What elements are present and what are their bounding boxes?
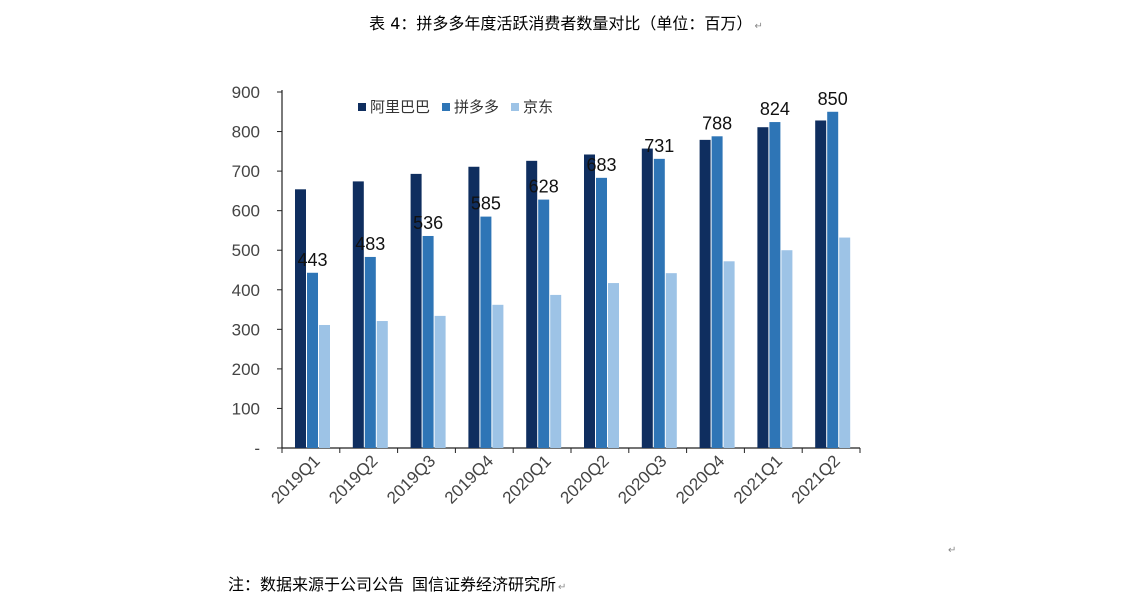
data-label: 443 — [297, 250, 327, 270]
chart-bars — [295, 111, 851, 449]
bar — [781, 250, 793, 448]
source-institution: 国信证券经济研究所 — [412, 575, 557, 594]
y-tick-label: 400 — [232, 281, 260, 300]
bar — [723, 261, 735, 448]
bar — [295, 189, 306, 448]
caption-title: 表 4：拼多多年度活跃消费者数量对比（单位：百万） — [369, 14, 753, 33]
legend-label: 阿里巴巴 — [370, 98, 430, 116]
legend-label: 京东 — [523, 98, 553, 116]
bar — [364, 256, 376, 448]
legend-swatch — [358, 103, 366, 111]
y-tick-label: 300 — [232, 320, 260, 339]
data-label: 683 — [586, 155, 616, 175]
bar — [584, 154, 595, 448]
y-tick-label: 200 — [232, 360, 260, 379]
y-tick-label: 700 — [232, 162, 260, 181]
bar — [538, 199, 550, 448]
bar — [434, 315, 446, 448]
data-label: 585 — [471, 194, 501, 214]
paragraph-mark-icon: ↵ — [948, 545, 957, 556]
bar — [526, 160, 538, 448]
bar — [307, 272, 318, 448]
paragraph-mark-icon: ↵ — [558, 582, 567, 593]
chart-caption: 表 4：拼多多年度活跃消费者数量对比（单位：百万） ↵ — [0, 13, 1132, 38]
data-label: 628 — [529, 177, 559, 197]
bar — [653, 158, 665, 449]
bar — [468, 166, 480, 448]
source-note-text: 注：数据来源于公司公告 — [228, 575, 405, 594]
data-label: 536 — [413, 213, 443, 233]
bar — [596, 177, 607, 448]
legend-swatch — [442, 103, 450, 111]
y-tick-label: 100 — [232, 399, 260, 418]
y-tick-label: 600 — [232, 202, 260, 221]
bar — [711, 136, 723, 448]
bar — [480, 216, 492, 448]
bar — [641, 148, 653, 448]
bar — [352, 181, 364, 448]
bar — [550, 294, 562, 448]
bar — [422, 235, 434, 448]
bar — [492, 304, 504, 448]
x-tick-label: 2020Q2 — [557, 451, 613, 507]
chart-data-labels: 443 483 536 585 628 683 731 788 824 850 — [297, 89, 847, 270]
data-label: 850 — [818, 89, 848, 109]
source-note: 注：数据来源于公司公告 国信证券经济研究所 ↵ — [228, 574, 566, 599]
x-tick-label: 2021Q2 — [788, 451, 844, 507]
data-label: 824 — [760, 99, 790, 119]
x-tick-label: 2020Q3 — [614, 451, 670, 507]
y-tick-label: 900 — [232, 83, 260, 102]
bar — [376, 321, 388, 448]
x-tick-label: 2019Q3 — [383, 451, 439, 507]
paragraph-mark-icon: ↵ — [754, 21, 763, 32]
bar — [839, 237, 851, 448]
y-tick-label: - — [254, 439, 260, 458]
x-tick-label: 2019Q4 — [441, 451, 497, 507]
bar — [608, 283, 619, 448]
y-tick-label: 800 — [232, 123, 260, 142]
data-label: 483 — [355, 234, 385, 254]
bar — [699, 139, 711, 448]
x-tick-label: 2021Q1 — [730, 451, 786, 507]
data-label: 731 — [644, 136, 674, 156]
bar — [827, 111, 839, 449]
bar — [319, 324, 330, 448]
bar — [665, 273, 677, 448]
legend-label: 拼多多 — [454, 98, 499, 116]
bar-chart: - 100 200 300 400 500 600 700 800 900 2019Q1 2019Q2… — [232, 83, 861, 508]
y-tick-label: 500 — [232, 241, 260, 260]
bar — [769, 122, 781, 448]
chart-legend: 阿里巴巴 拼多多 京东 — [358, 98, 553, 116]
x-tick-label: 2020Q4 — [672, 451, 728, 507]
legend-swatch — [511, 103, 519, 111]
data-label: 788 — [702, 113, 732, 133]
x-tick-label: 2019Q2 — [325, 451, 381, 507]
bar — [815, 120, 827, 448]
bar — [757, 127, 769, 449]
x-tick-label: 2020Q1 — [499, 451, 555, 507]
x-tick-label: 2019Q1 — [268, 451, 324, 507]
bar — [410, 173, 422, 448]
